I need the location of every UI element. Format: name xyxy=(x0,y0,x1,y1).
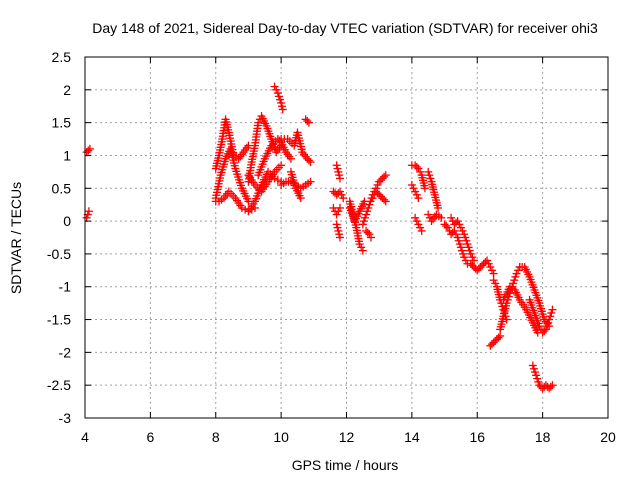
y-tick-label: -1 xyxy=(59,279,72,295)
y-tick-label: 2.5 xyxy=(52,49,72,65)
data-point xyxy=(434,203,443,212)
data-point xyxy=(304,156,313,165)
data-point xyxy=(414,194,423,203)
x-tick-label: 16 xyxy=(469,429,485,445)
chart-title: Day 148 of 2021, Sidereal Day-to-day VTE… xyxy=(92,20,598,36)
y-tick-label: 0 xyxy=(63,213,71,229)
y-tick-label: 1 xyxy=(63,147,71,163)
x-tick-label: 8 xyxy=(212,429,220,445)
y-tick-label: -0.5 xyxy=(47,246,71,262)
x-tick-label: 10 xyxy=(273,429,289,445)
y-tick-label: -2 xyxy=(59,344,72,360)
data-point xyxy=(380,195,389,204)
data-point xyxy=(306,177,315,186)
data-point xyxy=(339,194,348,203)
data-point xyxy=(380,172,389,181)
data-point xyxy=(540,327,549,336)
axis-ticks: 4 6 8 10 12 14 16 18 20 2.5 2 1.5 1 0.5 0 -0.5 -1 -1.5 -2 -… xyxy=(47,49,616,445)
data-point xyxy=(84,146,93,155)
y-tick-label: 0.5 xyxy=(52,180,72,196)
data-point xyxy=(420,184,429,193)
data-point xyxy=(296,194,305,203)
data-point xyxy=(381,197,390,206)
data-point xyxy=(437,213,446,222)
data-point xyxy=(275,136,284,145)
data-point xyxy=(304,118,313,127)
y-tick-label: -2.5 xyxy=(47,377,71,393)
data-point xyxy=(412,162,421,171)
data-point xyxy=(442,222,451,231)
data-point xyxy=(286,154,295,163)
data-point xyxy=(277,161,286,170)
data-point xyxy=(335,233,344,242)
x-axis-label: GPS time / hours xyxy=(292,457,399,473)
data-point xyxy=(335,203,344,212)
x-tick-label: 14 xyxy=(404,429,420,445)
x-tick-label: 6 xyxy=(146,429,154,445)
y-tick-label: 2 xyxy=(63,82,71,98)
data-point xyxy=(363,228,372,237)
y-tick-label: 1.5 xyxy=(52,115,72,131)
x-tick-label: 20 xyxy=(600,429,616,445)
data-point xyxy=(335,174,344,183)
data-point xyxy=(358,246,367,255)
data-point xyxy=(306,158,315,167)
data-points xyxy=(82,82,557,393)
data-point xyxy=(303,116,312,125)
data-point xyxy=(84,207,93,216)
y-tick-label: -3 xyxy=(59,410,72,426)
grid-lines xyxy=(85,57,608,418)
data-point xyxy=(417,226,426,235)
data-point xyxy=(278,105,287,114)
data-point xyxy=(548,381,557,390)
x-tick-label: 12 xyxy=(339,429,355,445)
x-tick-label: 4 xyxy=(81,429,89,445)
y-tick-label: -1.5 xyxy=(47,312,71,328)
data-point xyxy=(548,305,557,314)
data-point xyxy=(546,382,555,391)
data-point xyxy=(494,333,503,342)
data-point xyxy=(85,144,94,153)
data-point xyxy=(367,233,376,242)
y-axis-label: SDTVAR / TECUs xyxy=(8,182,24,294)
x-tick-label: 18 xyxy=(535,429,551,445)
data-point xyxy=(381,171,390,180)
